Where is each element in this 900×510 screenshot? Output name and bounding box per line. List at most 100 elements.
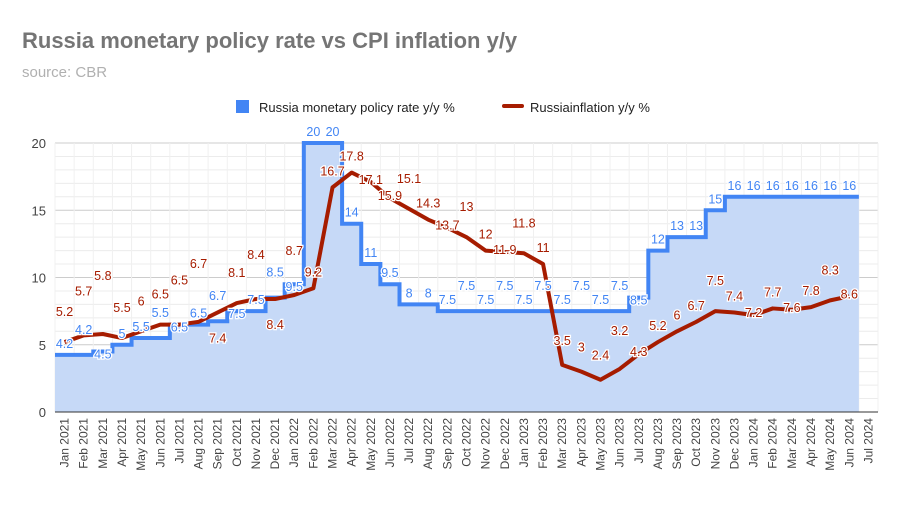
- x-tick-label: Jun 2024: [842, 418, 856, 468]
- inflation-data-label: 5.2: [649, 319, 666, 333]
- x-tick-label: Apr 2022: [345, 418, 359, 467]
- inflation-data-label: 12: [479, 228, 493, 242]
- y-tick-label: 15: [32, 203, 46, 218]
- policy-rate-data-label: 16: [728, 179, 742, 193]
- inflation-data-label: 7.4: [726, 289, 743, 303]
- chart-subtitle: source: CBR: [22, 64, 108, 81]
- policy-rate-data-label: 6.7: [209, 289, 226, 303]
- inflation-data-label: 8.6: [841, 287, 858, 301]
- x-tick-label: Mar 2021: [96, 418, 110, 469]
- x-tick-label: Feb 2023: [536, 418, 550, 469]
- policy-rate-data-label: 7.5: [247, 293, 264, 307]
- policy-rate-data-label: 7.5: [458, 279, 475, 293]
- inflation-data-label: 6.5: [171, 274, 188, 288]
- x-tick-label: Sep 2023: [670, 418, 684, 470]
- x-tick-label: Dec 2023: [727, 418, 741, 470]
- x-tick-label: Apr 2021: [115, 418, 129, 467]
- x-tick-label: Jul 2024: [861, 418, 875, 464]
- inflation-data-label: 3.5: [554, 334, 571, 348]
- x-tick-label: May 2022: [364, 418, 378, 471]
- inflation-data-label: 6: [138, 294, 145, 308]
- inflation-data-label: 5.8: [94, 269, 111, 283]
- x-tick-label: Nov 2022: [479, 418, 493, 470]
- inflation-data-label: 6.5: [152, 288, 169, 302]
- policy-rate-data-label: 9.5: [286, 280, 303, 294]
- x-tick-label: Jan 2023: [517, 418, 531, 468]
- x-tick-label: Dec 2021: [268, 418, 282, 470]
- policy-rate-data-label: 13: [689, 219, 703, 233]
- policy-rate-data-label: 7.5: [534, 279, 551, 293]
- inflation-data-label: 6: [674, 308, 681, 322]
- policy-rate-data-label: 7.5: [515, 293, 532, 307]
- x-tick-label: Aug 2022: [421, 418, 435, 470]
- chart-title: Russia monetary policy rate vs CPI infla…: [22, 28, 518, 53]
- x-tick-label: Oct 2022: [460, 418, 474, 467]
- inflation-data-label: 16.7: [320, 164, 344, 178]
- policy-rate-data-label: 7.5: [228, 307, 245, 321]
- policy-rate-data-label: 5: [119, 327, 126, 341]
- x-tick-label: May 2021: [134, 418, 148, 471]
- policy-rate-data-label: 7.5: [496, 279, 513, 293]
- legend-swatch-policy-rate: [236, 100, 249, 113]
- inflation-data-label: 4.3: [630, 345, 647, 359]
- inflation-data-label: 7.6: [783, 301, 800, 315]
- inflation-data-label: 5.5: [113, 301, 130, 315]
- x-tick-label: Jul 2023: [632, 418, 646, 464]
- x-tick-label: Feb 2021: [77, 418, 91, 469]
- inflation-data-label: 3: [578, 341, 585, 355]
- x-tick-label: Nov 2023: [708, 418, 722, 470]
- policy-rate-data-label: 16: [747, 179, 761, 193]
- x-tick-label: Jun 2023: [613, 418, 627, 468]
- policy-rate-area: [55, 143, 859, 412]
- x-tick-label: Jul 2021: [172, 418, 186, 464]
- inflation-data-label: 5.7: [75, 284, 92, 298]
- inflation-data-label: 7.2: [745, 306, 762, 320]
- policy-rate-data-label: 7.5: [554, 293, 571, 307]
- x-tick-label: Oct 2021: [230, 418, 244, 467]
- policy-rate-data-label: 16: [823, 179, 837, 193]
- x-tick-label: Sep 2021: [211, 418, 225, 470]
- inflation-data-label: 11: [537, 241, 550, 255]
- inflation-data-label: 8.3: [821, 263, 838, 277]
- inflation-data-label: 9.2: [305, 265, 322, 279]
- legend-label-policy-rate: Russia monetary policy rate y/y %: [259, 100, 455, 115]
- y-tick-label: 10: [32, 271, 46, 286]
- x-tick-label: Sep 2022: [440, 418, 454, 470]
- policy-rate-data-label: 20: [326, 125, 340, 139]
- policy-rate-data-label: 4.2: [75, 323, 92, 337]
- policy-rate-data-label: 9.5: [381, 266, 398, 280]
- policy-rate-data-label: 12: [651, 233, 665, 247]
- x-tick-label: Jan 2022: [287, 418, 301, 468]
- x-tick-label: Dec 2022: [498, 418, 512, 470]
- policy-rate-data-label: 8.5: [266, 266, 283, 280]
- x-tick-label: Jun 2021: [153, 418, 167, 468]
- inflation-data-label: 13.7: [435, 219, 459, 233]
- x-tick-label: Apr 2024: [804, 418, 818, 467]
- legend: Russia monetary policy rate y/y % Russia…: [236, 100, 650, 115]
- y-tick-label: 0: [39, 405, 46, 420]
- inflation-data-label: 3.2: [611, 324, 628, 338]
- x-tick-label: Mar 2023: [555, 418, 569, 469]
- inflation-data-label: 14.3: [416, 197, 440, 211]
- policy-rate-data-label: 6.5: [190, 307, 207, 321]
- policy-rate-data-label: 5.5: [132, 320, 149, 334]
- policy-rate-data-label: 14: [345, 206, 359, 220]
- inflation-data-label: 6.7: [687, 299, 704, 313]
- x-tick-label: Jan 2021: [58, 418, 72, 468]
- policy-rate-data-label: 5.5: [152, 306, 169, 320]
- x-tick-label: May 2023: [593, 418, 607, 471]
- x-tick-label: May 2024: [823, 418, 837, 471]
- policy-rate-data-label: 7.5: [611, 279, 628, 293]
- x-tick-label: Mar 2022: [326, 418, 340, 469]
- inflation-data-label: 7.5: [707, 274, 724, 288]
- inflation-data-label: 8.1: [228, 266, 245, 280]
- inflation-line: [63, 170, 850, 382]
- policy-rate-data-label: 15: [708, 192, 722, 206]
- policy-rate-data-label: 8.5: [630, 294, 647, 308]
- policy-rate-data-label: 16: [842, 179, 856, 193]
- x-tick-label: Apr 2023: [574, 418, 588, 467]
- inflation-data-label: 8.7: [286, 244, 303, 258]
- policy-rate-data-label: 16: [804, 179, 818, 193]
- x-tick-label: Jun 2022: [383, 418, 397, 468]
